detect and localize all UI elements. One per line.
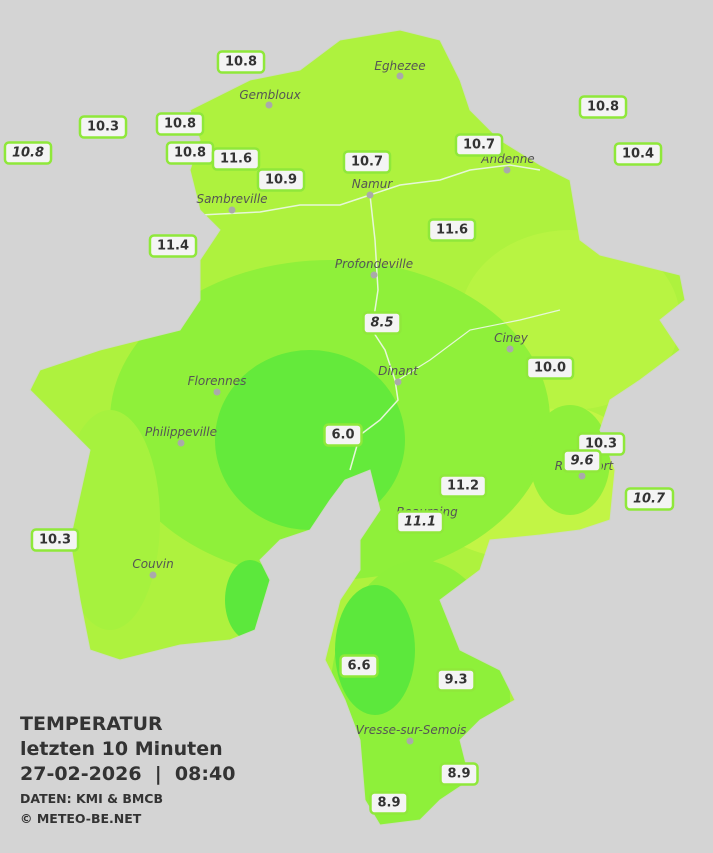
copyright: © METEO-BE.NET <box>20 811 142 826</box>
station-value: 11.1 <box>404 515 436 530</box>
station-value: 10.7 <box>463 138 495 153</box>
station-box <box>211 147 261 171</box>
station-box <box>624 487 675 511</box>
city-dot <box>394 378 402 386</box>
city-label: Vresse-sur-Semois <box>356 723 467 737</box>
station-value: 11.4 <box>157 239 189 254</box>
stations: 10.8 10.3 10.8 10.8 10.8 11.6 10.9 10.7 … <box>3 50 675 815</box>
station-value: 10.0 <box>534 361 566 376</box>
station-value: 10.8 <box>164 117 196 132</box>
station-value: 9.6 <box>570 454 593 469</box>
city-dot <box>503 166 511 174</box>
title: TEMPERATUR <box>20 713 163 735</box>
station-value: 11.6 <box>436 223 468 238</box>
station-value: 8.5 <box>370 316 393 331</box>
station-value: 10.8 <box>225 55 257 70</box>
station-box <box>562 449 602 473</box>
city-label: Philippeville <box>145 425 217 439</box>
station-box <box>439 762 479 786</box>
station-box <box>323 423 363 447</box>
legend-text: TEMPERATUR letzten 10 Minuten 27-02-2026… <box>20 713 235 826</box>
station-box <box>339 654 379 678</box>
city-label: Florennes <box>188 374 247 388</box>
station-box <box>427 218 477 242</box>
city-dot <box>370 271 378 279</box>
station-box <box>342 150 392 174</box>
city-label: Gembloux <box>239 88 301 102</box>
station-value: 10.8 <box>12 146 44 161</box>
city-label: Ciney <box>494 331 529 345</box>
city-dot <box>406 737 414 745</box>
city-label: Dinant <box>378 364 419 378</box>
station-box <box>30 528 80 552</box>
station-box <box>525 356 575 380</box>
station-value: 6.0 <box>331 428 354 443</box>
timestamp: 27-02-2026 | 08:40 <box>20 763 235 785</box>
city-dot <box>228 206 236 214</box>
station-value: 11.2 <box>447 479 479 494</box>
subtitle: letzten 10 Minuten <box>20 738 223 760</box>
city-dot <box>149 571 157 579</box>
city-dot <box>177 439 185 447</box>
city-label: Sambreville <box>196 192 267 206</box>
city-label: Profondeville <box>335 257 413 271</box>
station-value: 10.3 <box>39 533 71 548</box>
city-dot <box>265 101 273 109</box>
station-value: 10.8 <box>587 100 619 115</box>
city-label: Namur <box>352 177 394 191</box>
station-value: 10.8 <box>174 146 206 161</box>
station-box <box>578 95 628 119</box>
station-box <box>369 791 409 815</box>
station-value: 9.3 <box>444 673 467 688</box>
station-box <box>155 112 205 136</box>
station-box <box>395 510 445 534</box>
city-label: Eghezee <box>374 59 425 73</box>
station-value: 8.9 <box>447 767 470 782</box>
station-box <box>613 142 663 166</box>
station-value: 6.6 <box>347 659 370 674</box>
station-box <box>436 668 476 692</box>
station-box <box>216 50 266 74</box>
station-value: 10.9 <box>265 173 297 188</box>
station-value: 10.7 <box>351 155 383 170</box>
source: DATEN: KMI & BMCB <box>20 791 163 806</box>
city-dot <box>578 472 586 480</box>
station-box <box>438 474 488 498</box>
station-box <box>256 168 306 192</box>
city-dot <box>366 191 374 199</box>
station-value: 10.4 <box>622 147 654 162</box>
station-box <box>148 234 198 258</box>
station-value: 10.3 <box>87 120 119 135</box>
station-box <box>3 141 53 165</box>
city-label: Couvin <box>132 557 173 571</box>
station-box <box>454 133 504 157</box>
station-value: 8.9 <box>377 796 400 811</box>
station-value: 10.7 <box>633 492 666 507</box>
city-dot <box>396 72 404 80</box>
station-value: 10.3 <box>585 437 617 452</box>
station-box <box>78 115 128 139</box>
city-dot <box>213 388 221 396</box>
station-value: 11.6 <box>220 152 252 167</box>
city-dot <box>506 345 514 353</box>
station-box <box>362 311 402 335</box>
